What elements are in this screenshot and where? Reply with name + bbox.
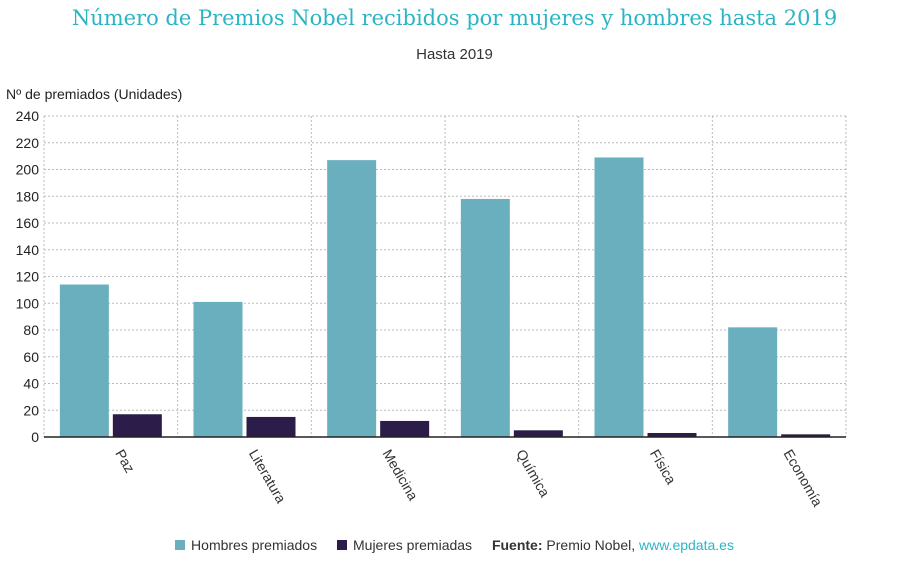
x-tick-label: Física [647, 447, 680, 488]
legend-swatch-hombres [175, 540, 186, 550]
y-tick-label: 240 [16, 108, 40, 124]
legend-label-hombres: Hombres premiados [191, 537, 318, 553]
y-tick-label: 0 [31, 429, 39, 445]
x-tick-label: Literatura [246, 447, 290, 506]
y-tick-label: 20 [23, 402, 39, 418]
bar-hombres [594, 157, 644, 437]
bar-hombres [327, 160, 377, 437]
bar-mujeres [647, 432, 697, 437]
source: Fuente: Premio Nobel, www.epdata.es [492, 537, 734, 553]
bar-hombres [193, 301, 243, 437]
y-tick-label: 220 [16, 135, 40, 151]
y-tick-label: 60 [23, 349, 39, 365]
bar-mujeres [513, 430, 563, 437]
y-tick-label: 140 [16, 242, 40, 258]
chart-subtitle: Hasta 2019 [416, 46, 493, 63]
y-tick-label: 120 [16, 269, 40, 285]
y-tick-label: 200 [16, 162, 40, 178]
bar-mujeres [380, 420, 430, 437]
x-tick-label: Química [513, 447, 553, 500]
x-tick-label: Paz [112, 447, 138, 476]
bar-mujeres [112, 414, 162, 437]
x-tick-label: Medicina [380, 447, 422, 504]
source-label: Fuente: [491, 537, 543, 553]
legend: Hombres premiados Mujeres premiadas Fuen… [0, 537, 909, 553]
y-tick-label: 180 [16, 188, 40, 204]
bar-hombres [59, 284, 109, 437]
legend-item-mujeres[interactable]: Mujeres premiadas [337, 537, 472, 553]
legend-item-hombres[interactable]: Hombres premiados [175, 537, 317, 553]
bar-mujeres [781, 434, 831, 437]
bar-hombres [460, 198, 510, 437]
chart-title: Número de Premios Nobel recibidos por mu… [71, 6, 838, 30]
y-tick-label: 40 [23, 376, 39, 392]
bar-chart: 0 20 40 60 80 100 120 140 160 180 200 220 240 Paz Lite… [16, 108, 847, 510]
y-tick-label: 100 [16, 295, 40, 311]
y-tick-label: 80 [23, 322, 39, 338]
y-tick-label: 160 [16, 215, 40, 231]
legend-swatch-mujeres [337, 540, 347, 550]
x-tick-label: Economía [781, 447, 826, 510]
bar-mujeres [246, 416, 296, 437]
y-axis-label: Nº de premiados (Unidades) [6, 86, 183, 102]
source-text: Premio Nobel, [542, 537, 639, 553]
source-link[interactable]: www.epdata.es [639, 537, 734, 553]
bar-hombres [728, 327, 778, 437]
legend-label-mujeres: Mujeres premiadas [353, 537, 473, 553]
